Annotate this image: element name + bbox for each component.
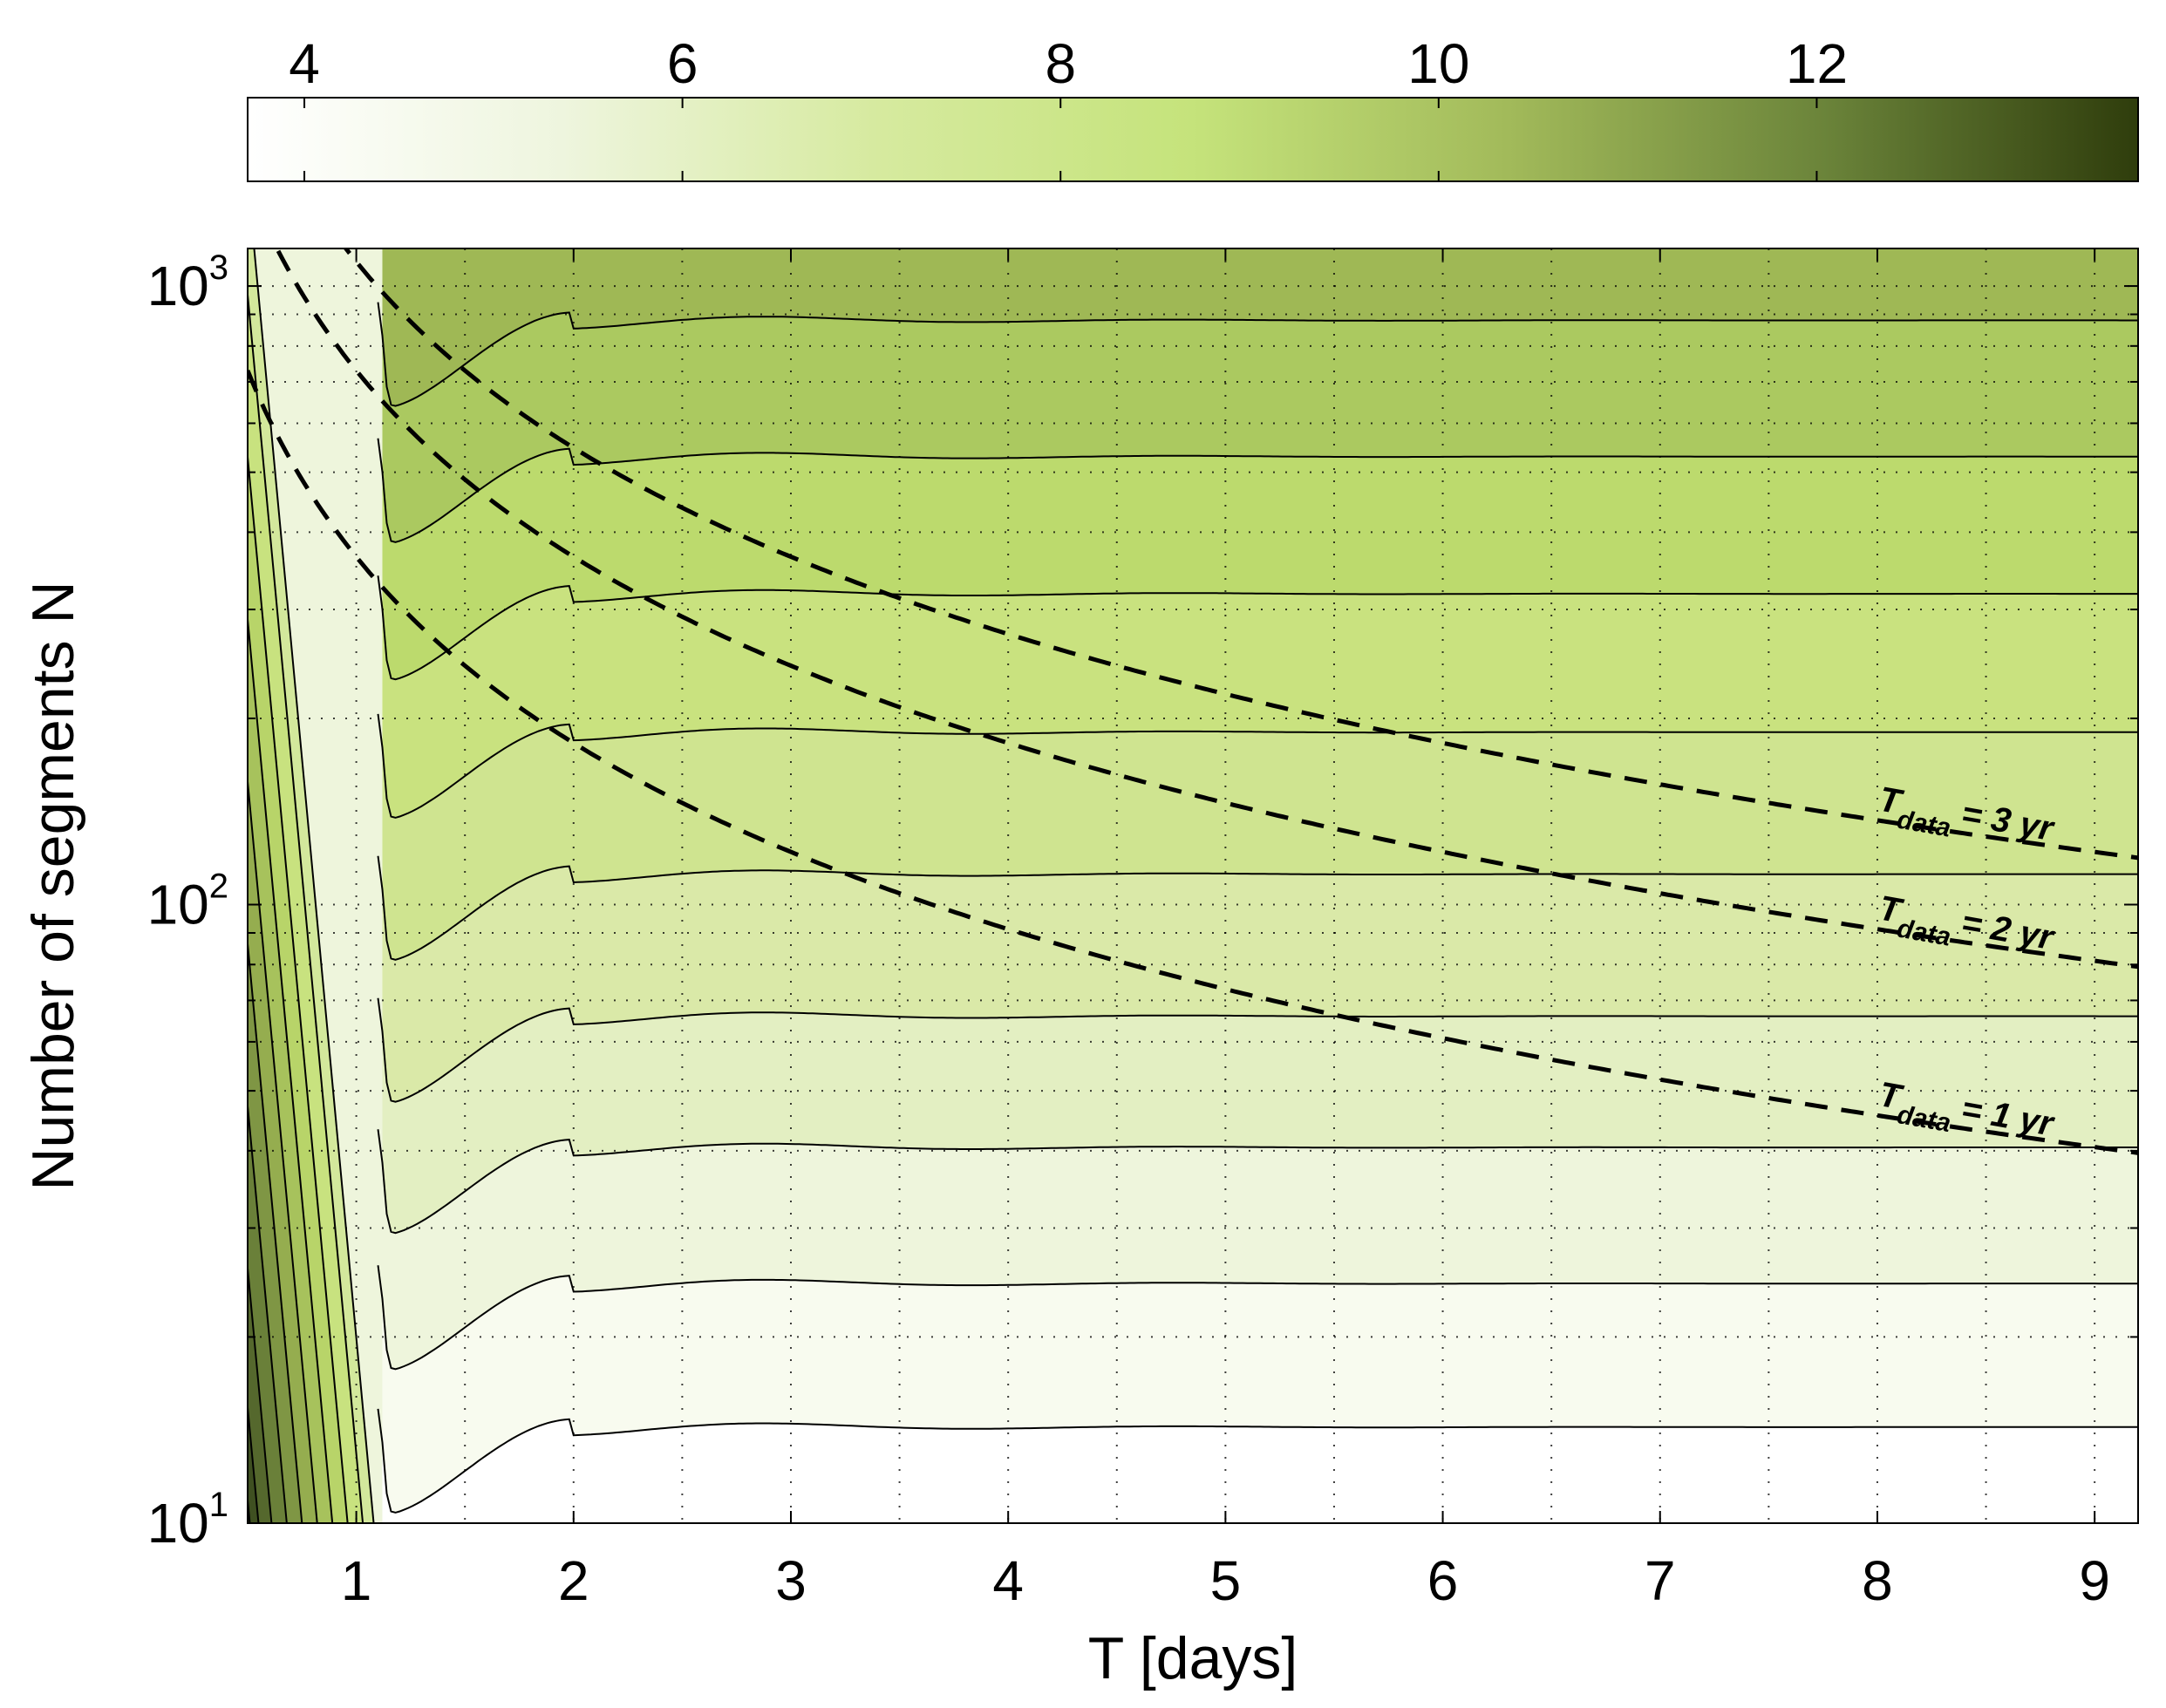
colorbar-tick-label: 4 <box>289 32 320 95</box>
data-length-curve <box>343 248 2138 861</box>
y-tick-base: 10 <box>147 1492 209 1555</box>
diagonal-contour-line <box>248 772 318 1523</box>
y-tick-label: 101 <box>147 1486 228 1555</box>
colorbar-tick-label: 10 <box>1407 32 1469 95</box>
x-tick-label: 5 <box>1210 1549 1242 1612</box>
x-axis-title: T [days] <box>1088 1625 1298 1691</box>
y-tick-base: 10 <box>147 874 209 936</box>
x-tick-label: 4 <box>992 1549 1024 1612</box>
contour-line <box>377 575 2138 681</box>
contour-bands <box>378 248 2138 1513</box>
y-tick-label: 103 <box>147 248 228 317</box>
x-tick-label: 8 <box>1862 1549 1893 1612</box>
contour-band <box>378 248 2138 406</box>
y-tick-base: 10 <box>147 255 209 317</box>
contour-line <box>377 1408 2138 1514</box>
data-length-curve <box>274 248 2138 970</box>
x-tick-labels: 1 2 3 4 5 6 7 8 9 <box>341 1549 2110 1612</box>
contour-line <box>377 1129 2138 1235</box>
plot-frame <box>247 248 2139 1524</box>
diagonal-band <box>248 248 303 1523</box>
x-tick-label: 7 <box>1645 1549 1676 1612</box>
data-length-curve <box>248 370 2138 1155</box>
y-tick-exp: 1 <box>209 1486 228 1524</box>
contour-line <box>377 997 2138 1103</box>
y-tick-exp: 2 <box>209 868 228 906</box>
diagonal-contour-line <box>248 934 303 1523</box>
contour-line <box>377 1265 2138 1371</box>
contour-lines <box>377 302 2138 1514</box>
contour-line <box>377 855 2138 961</box>
contour-line <box>377 438 2138 543</box>
contour-line <box>377 302 2138 407</box>
diagonal-contour-line <box>248 1258 273 1523</box>
colorbar: 4 6 8 10 12 <box>247 32 2139 182</box>
colorbar-ticks: 4 6 8 10 12 <box>289 32 1848 181</box>
diagonal-contour-line <box>253 248 375 1523</box>
x-tick-label: 6 <box>1427 1549 1459 1612</box>
axis-ticks <box>248 248 2138 1524</box>
x-tick-label: 1 <box>341 1549 372 1612</box>
colorbar-bar <box>247 97 2139 182</box>
y-axis-title: Number of segments N <box>20 581 86 1190</box>
colorbar-tick-label: 6 <box>667 32 698 95</box>
diagonal-contour-line <box>248 1096 288 1523</box>
y-tick-label: 102 <box>147 868 228 936</box>
diagonal-contour-line <box>248 285 364 1523</box>
y-tick-exp: 3 <box>209 248 228 287</box>
colorbar-tick-label: 12 <box>1786 32 1848 95</box>
contour-band <box>378 248 2138 542</box>
diagonal-contours <box>248 248 383 1523</box>
colorbar-tick-label: 8 <box>1045 32 1076 95</box>
x-tick-label: 9 <box>2079 1549 2110 1612</box>
data-length-curves <box>248 248 2138 1155</box>
x-tick-label: 3 <box>775 1549 807 1612</box>
x-tick-label: 2 <box>558 1549 589 1612</box>
contour-line <box>377 713 2138 819</box>
diagonal-contour-line <box>248 609 334 1523</box>
grid <box>248 248 2138 1523</box>
diagonal-band <box>248 248 272 1523</box>
